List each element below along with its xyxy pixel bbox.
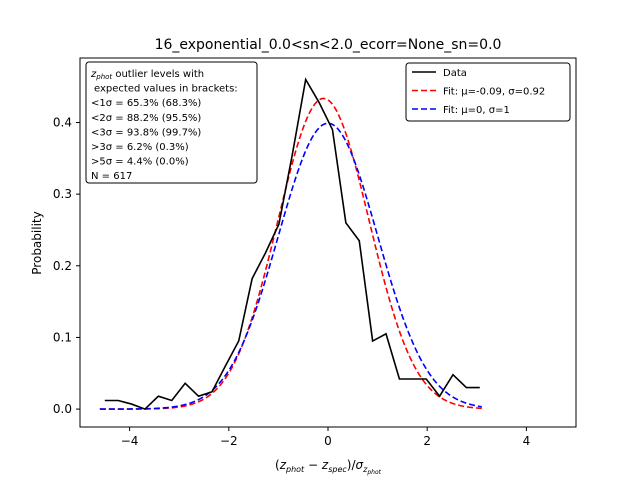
y-tick-label: 0.1 <box>53 330 72 344</box>
series-line-0 <box>104 77 480 411</box>
annotation-line: >3σ = 6.2% (0.3%) <box>91 142 189 153</box>
annotation-line: >5σ = 4.4% (0.0%) <box>91 157 189 168</box>
x-tick-label: 0 <box>324 434 332 448</box>
annotation-line: <2σ = 88.2% (95.5%) <box>91 113 201 124</box>
legend-label-2: Fit: μ=0, σ=1 <box>443 105 510 116</box>
series-layer <box>99 77 482 411</box>
annotation-line: N = 617 <box>91 171 132 182</box>
annotation-line: <3σ = 93.8% (99.7%) <box>91 127 201 138</box>
x-tick-label: −4 <box>121 434 139 448</box>
ticks-layer: −4 −2 0 2 4 0.0 0.1 0.2 0.3 0.4 <box>53 115 530 448</box>
y-tick-label: 0.2 <box>53 259 72 273</box>
legend-label-0: Data <box>443 68 467 79</box>
legend-label-1: Fit: μ=-0.09, σ=0.92 <box>443 87 545 98</box>
annotation-line: <1σ = 65.3% (68.3%) <box>91 98 201 109</box>
annotation-frame <box>85 61 258 184</box>
y-tick-label: 0.0 <box>53 402 72 416</box>
x-tick-label: 4 <box>523 434 531 448</box>
legend: Data Fit: μ=-0.09, σ=0.92 Fit: μ=0, σ=1 <box>405 62 571 122</box>
annotation-line: zphot outlier levels with <box>90 69 204 81</box>
x-tick-label: −2 <box>220 434 238 448</box>
legend-frame <box>405 62 571 122</box>
series-line-2 <box>99 122 482 410</box>
annotation-line: expected values in brackets: <box>94 84 238 95</box>
y-axis-label: Probability <box>30 211 44 274</box>
y-tick-label: 0.4 <box>53 115 72 129</box>
chart-title: 16_exponential_0.0<sn<2.0_ecorr=None_sn=… <box>155 37 502 53</box>
outlier-annotation: zphot outlier levels with expected values… <box>85 61 258 184</box>
x-tick-label: 2 <box>423 434 431 448</box>
y-tick-label: 0.3 <box>53 187 72 201</box>
plot-area: −4 −2 0 2 4 0.0 0.1 0.2 0.3 0.4 <box>53 57 577 448</box>
